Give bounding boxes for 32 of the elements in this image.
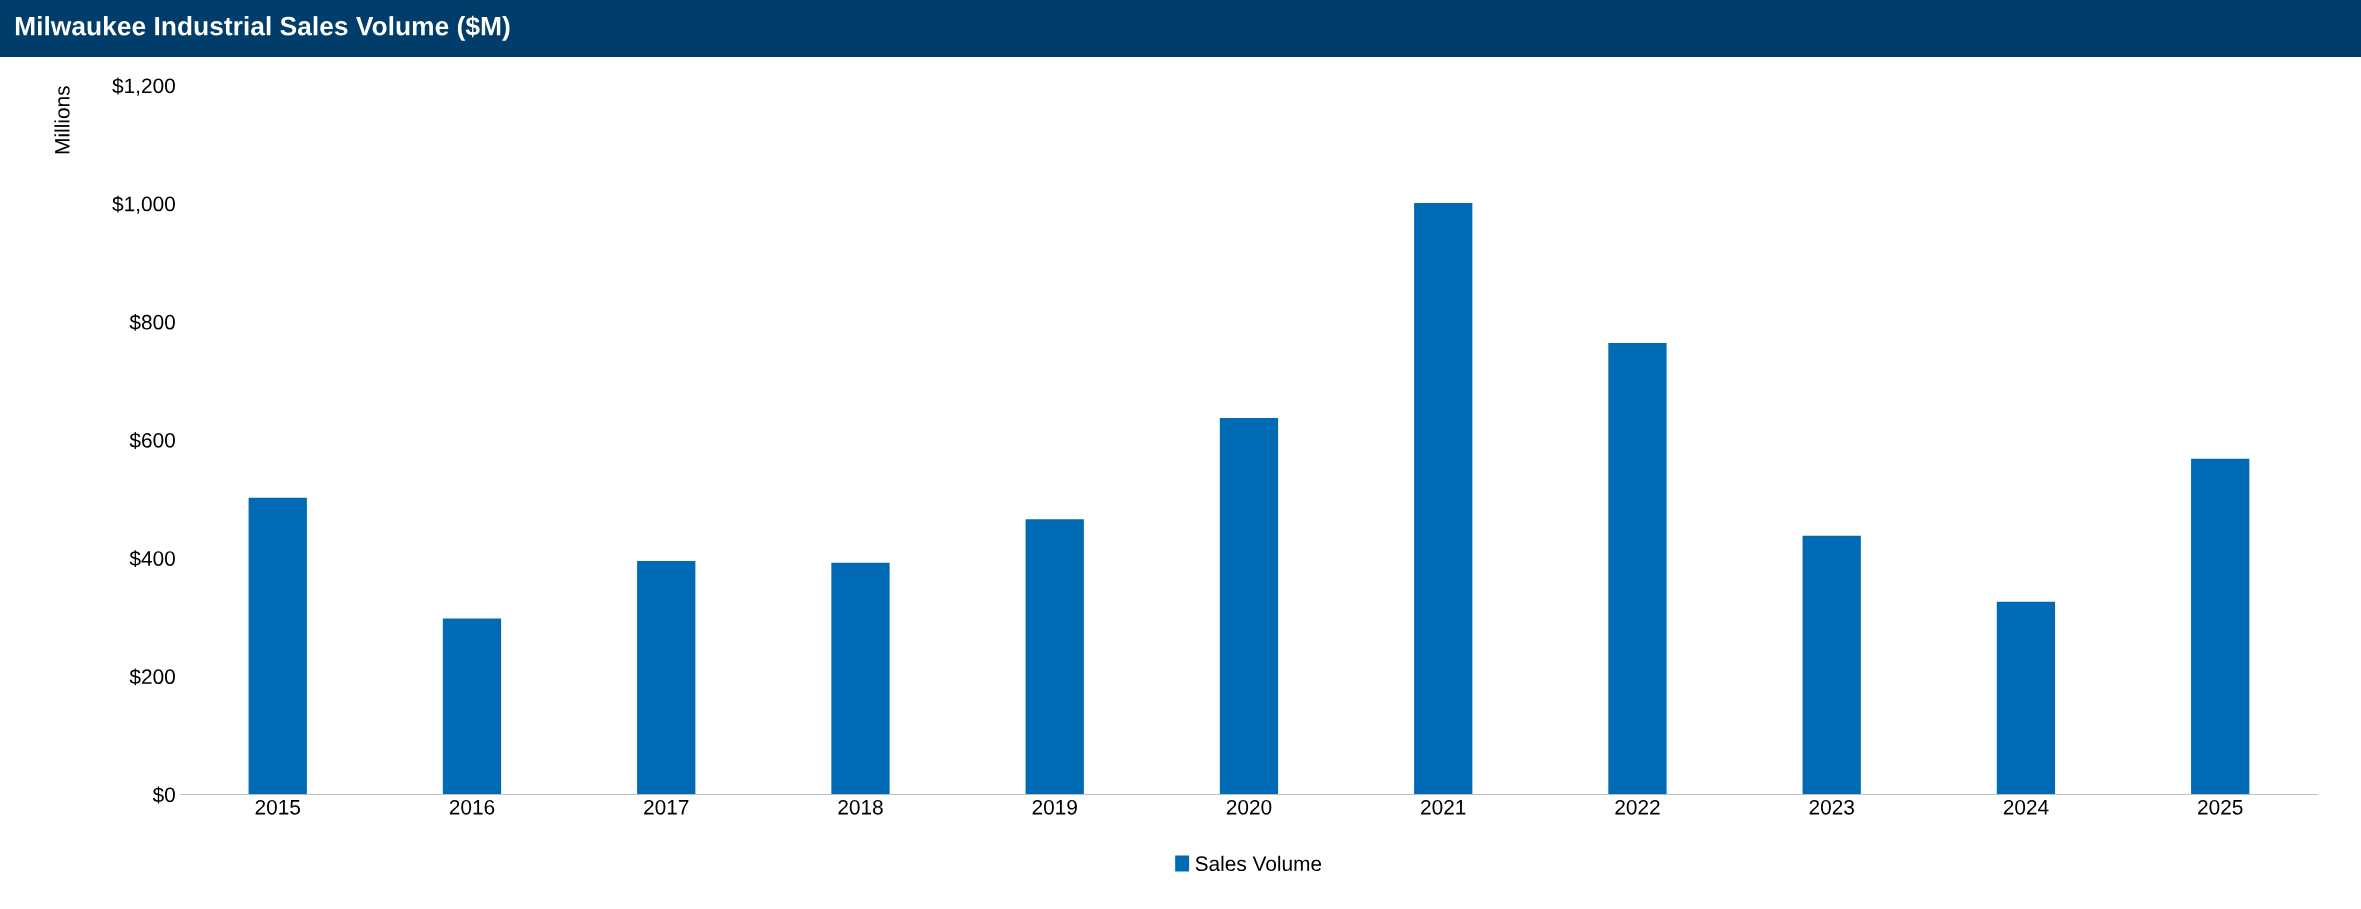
x-tick-label: 2019	[1032, 799, 1077, 815]
bar	[1025, 519, 1084, 795]
x-tick-label: 2024	[2003, 799, 2049, 815]
x-tick-label: 2022	[1615, 799, 1660, 815]
bar	[831, 562, 890, 795]
x-tick-label: 2025	[2198, 799, 2243, 815]
x-tick-label: 2020	[1226, 799, 1272, 815]
bar	[442, 618, 502, 795]
y-axis-title: Millions	[54, 86, 70, 154]
chart-title: Milwaukee Industrial Sales Volume ($M)	[15, 15, 510, 41]
y-tick-label: $400	[129, 550, 175, 568]
bar	[248, 497, 307, 795]
bar	[1414, 203, 1473, 795]
bar	[1219, 418, 1279, 795]
y-tick-label: $600	[129, 432, 175, 449]
x-tick-label: 2016	[449, 799, 495, 815]
bar	[637, 561, 696, 795]
x-tick-label: 2023	[1809, 799, 1854, 815]
legend-label: Sales Volume	[1195, 855, 1322, 872]
y-tick-label: $1,200	[112, 77, 175, 96]
y-tick-label: $1,000	[112, 195, 175, 214]
x-tick-label: 2021	[1421, 799, 1466, 815]
bar	[1802, 535, 1861, 795]
y-tick-label: $200	[129, 668, 175, 686]
x-tick-label: 2017	[644, 799, 689, 815]
bar	[2191, 458, 2250, 795]
x-tick-label: 2018	[838, 799, 883, 815]
x-tick-label: 2015	[255, 799, 301, 815]
y-tick-label: $800	[129, 313, 175, 331]
bar	[1996, 601, 2056, 795]
bar	[1608, 343, 1667, 795]
y-tick-label: $0	[152, 786, 175, 804]
